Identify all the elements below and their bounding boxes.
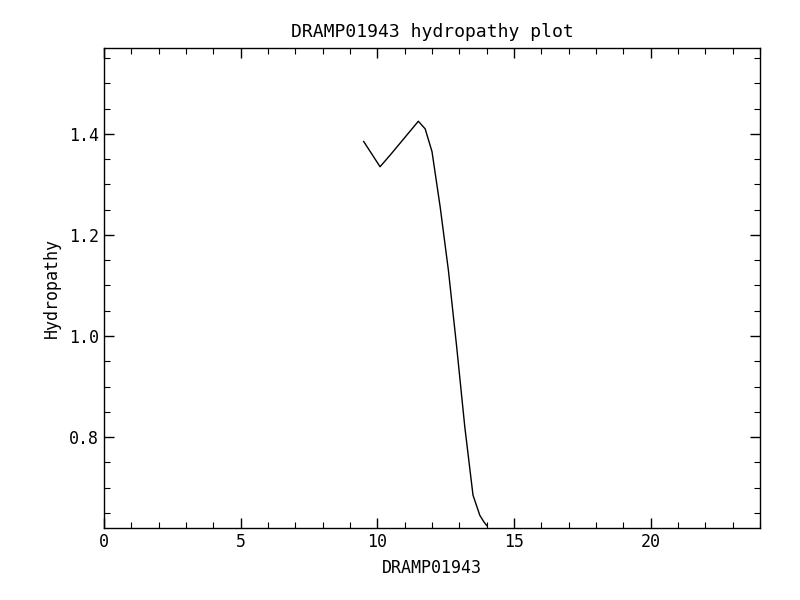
Y-axis label: Hydropathy: Hydropathy bbox=[43, 238, 61, 338]
X-axis label: DRAMP01943: DRAMP01943 bbox=[382, 559, 482, 577]
Title: DRAMP01943 hydropathy plot: DRAMP01943 hydropathy plot bbox=[290, 23, 574, 41]
